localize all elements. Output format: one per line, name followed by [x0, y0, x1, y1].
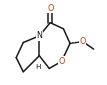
Text: O: O	[80, 37, 86, 46]
Text: H: H	[36, 64, 41, 70]
Text: N: N	[36, 31, 42, 40]
Text: O: O	[58, 57, 65, 66]
Text: O: O	[47, 4, 53, 12]
